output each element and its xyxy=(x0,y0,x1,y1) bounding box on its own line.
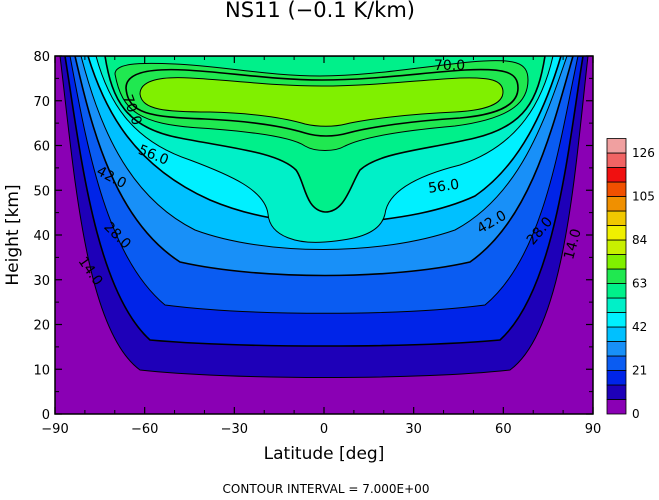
x-tick-label: −30 xyxy=(221,422,248,437)
y-tick-label: 10 xyxy=(33,363,50,378)
y-tick-label: 30 xyxy=(33,274,50,289)
colorbar-swatch xyxy=(606,239,627,255)
colorbar-swatch xyxy=(606,152,627,168)
colorbar-swatch xyxy=(606,341,627,357)
y-axis-label: Height [km] xyxy=(3,184,23,285)
x-tick-label: −90 xyxy=(41,422,68,437)
contour-field xyxy=(55,56,593,414)
contour-label: 56.0 xyxy=(427,177,460,197)
colorbar-tick-label: 21 xyxy=(632,364,647,378)
colorbar-swatch xyxy=(606,181,627,197)
x-tick-label: −60 xyxy=(131,422,158,437)
colorbar-tick-label: 63 xyxy=(632,277,647,291)
contour-label-text: 56.0 xyxy=(427,177,460,197)
x-axis-label: Latitude [deg] xyxy=(264,444,385,464)
x-tick-label: 60 xyxy=(495,422,512,437)
y-tick-label: 60 xyxy=(33,140,50,155)
colorbar-swatch xyxy=(606,384,627,400)
colorbar-swatch xyxy=(606,210,627,226)
colorbar-tick-label: 0 xyxy=(632,407,640,421)
chart-title: NS11 (−0.1 K/km) xyxy=(225,0,415,22)
colorbar-tick-label: 42 xyxy=(632,320,647,334)
colorbar-swatch xyxy=(606,268,627,284)
y-tick-label: 40 xyxy=(33,229,50,244)
contour-label: 70.0 xyxy=(434,58,465,74)
y-axis: 0 10 20 30 40 50 60 70 80 xyxy=(33,50,593,423)
y-tick-label: 20 xyxy=(33,319,50,334)
colorbar-swatch xyxy=(606,297,627,313)
contour-label-text: 14.0 xyxy=(561,227,585,261)
colorbar-swatch xyxy=(606,312,627,328)
colorbar-swatch xyxy=(606,355,627,371)
colorbar-tick-label: 126 xyxy=(632,146,655,160)
contour-label: 14.0 xyxy=(561,227,585,261)
y-tick-label: 0 xyxy=(42,408,50,423)
x-tick-label: 30 xyxy=(405,422,422,437)
colorbar-swatch xyxy=(606,283,627,299)
colorbar-tick-label: 105 xyxy=(632,190,655,204)
colorbar-swatch xyxy=(606,254,627,270)
y-tick-label: 50 xyxy=(33,184,50,199)
x-tick-label: 90 xyxy=(585,422,602,437)
colorbar-swatch xyxy=(606,225,627,241)
y-tick-label: 80 xyxy=(33,50,50,65)
x-tick-label: 0 xyxy=(320,422,328,437)
contour-label-text: 70.0 xyxy=(434,58,465,74)
y-tick-label: 70 xyxy=(33,95,50,110)
colorbar-swatch xyxy=(606,138,627,154)
contour-core-77 xyxy=(139,77,504,127)
colorbar-swatch xyxy=(606,196,627,212)
colorbar-swatch xyxy=(606,326,627,342)
colorbar-swatch xyxy=(606,167,627,183)
colorbar-swatch xyxy=(606,370,627,386)
contour-interval-note: CONTOUR INTERVAL = 7.000E+00 xyxy=(223,482,430,496)
colorbar: 0 21 42 63 84 105 126 xyxy=(606,138,655,421)
x-axis: −90 −60 −30 0 30 60 90 xyxy=(41,56,601,437)
colorbar-tick-label: 84 xyxy=(632,233,647,247)
colorbar-swatch xyxy=(606,399,627,415)
